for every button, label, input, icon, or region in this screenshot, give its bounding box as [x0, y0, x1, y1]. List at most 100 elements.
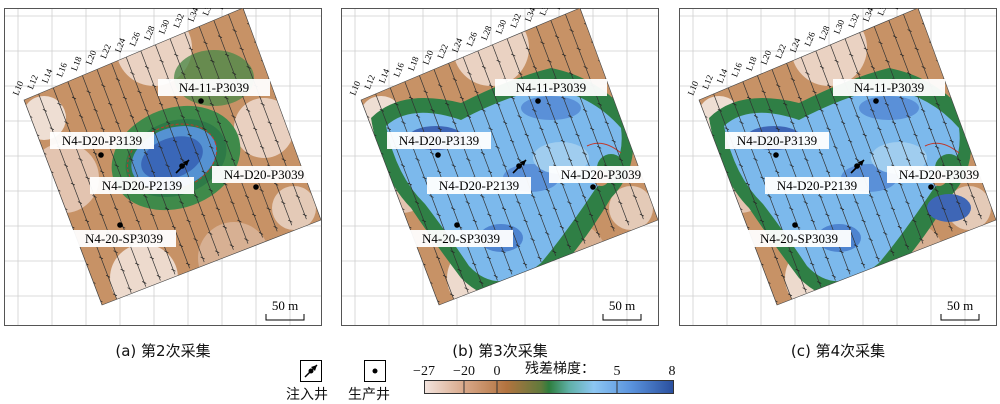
well-label: N4-20-SP3039	[747, 230, 851, 247]
survey-line-label: L28	[142, 24, 157, 42]
survey-line-label: L12	[362, 73, 377, 90]
svg-text:N4-D20-P3039: N4-D20-P3039	[899, 167, 979, 182]
map-b: L10 L12 L14 L16 L18 L20 L22 L24 L26 L28 L30 L32 L34 L…	[341, 8, 659, 326]
well-label: N4-20-SP3039	[409, 230, 513, 247]
injection-well-legend-icon	[300, 360, 322, 382]
well-label: N4-D20-P3139	[725, 132, 829, 149]
survey-line-label: L16	[54, 61, 69, 79]
survey-line-label: L18	[69, 55, 84, 73]
production-well-marker	[435, 152, 441, 158]
svg-text:N4-D20-P2139: N4-D20-P2139	[439, 178, 519, 193]
svg-text:N4-11-P3039: N4-11-P3039	[179, 80, 249, 95]
colorbar-tick-1: −20	[453, 364, 475, 379]
survey-line-label: L38	[552, 8, 567, 11]
survey-line-label: L36	[200, 8, 215, 17]
survey-line-label: L22	[435, 43, 450, 60]
well-label: N4-20-SP3039	[72, 230, 176, 247]
svg-text:N4-D20-P2139: N4-D20-P2139	[777, 178, 857, 193]
well-label: N4-D20-P3039	[212, 166, 316, 183]
colorbar	[424, 380, 674, 394]
survey-line-label: L32	[846, 12, 861, 29]
survey-line-label: L14	[715, 67, 730, 85]
well-label: N4-11-P3039	[495, 79, 607, 96]
well-label: N4-11-P3039	[158, 79, 270, 96]
well-label: N4-D20-P2139	[90, 177, 194, 194]
production-well-marker	[535, 98, 541, 104]
svg-text:N4-20-SP3039: N4-20-SP3039	[422, 231, 500, 246]
injection-well-marker	[175, 159, 190, 174]
production-well-marker	[928, 184, 934, 190]
production-well-marker	[454, 222, 460, 228]
survey-line-label: L30	[832, 18, 847, 36]
survey-line-label: L12	[700, 73, 715, 90]
well-label: N4-11-P3039	[833, 79, 945, 96]
survey-line-label: L18	[406, 55, 421, 73]
scale-bar: 50 m	[940, 298, 980, 321]
survey-line-label: L36	[875, 8, 890, 17]
production-well-marker	[792, 222, 798, 228]
well-label: N4-D20-P3039	[887, 166, 991, 183]
production-well-marker	[590, 184, 596, 190]
survey-line-label: L26	[464, 30, 479, 48]
svg-text:50 m: 50 m	[947, 298, 973, 313]
well-label: N4-D20-P3039	[549, 166, 653, 183]
gradient-field	[24, 8, 321, 305]
gradient-field	[361, 8, 658, 305]
colorbar-tick-4: 8	[668, 364, 676, 379]
survey-line-label: L10	[348, 79, 363, 97]
well-label: N4-D20-P3139	[50, 132, 154, 149]
caption-c: (c) 第4次采集	[790, 342, 886, 360]
svg-text:N4-D20-P3039: N4-D20-P3039	[561, 167, 641, 182]
survey-line-label: L14	[40, 67, 55, 85]
survey-line-label: L38	[890, 8, 905, 11]
colorbar-title: 残差梯度：	[525, 361, 595, 377]
caption-a: (a) 第2次采集	[115, 342, 211, 360]
injection-well-marker	[850, 159, 865, 174]
survey-line-label: L18	[744, 55, 759, 73]
map-a: L10 L12 L14 L16 L18 L20 L22 L24 L26 L28 L30 L32 L34 L…	[4, 8, 322, 326]
production-well-marker	[873, 98, 879, 104]
production-well-marker	[773, 152, 779, 158]
production-well-marker	[117, 222, 123, 228]
svg-text:50 m: 50 m	[609, 298, 635, 313]
caption-b: (b) 第3次采集	[452, 342, 548, 360]
survey-line-label: L30	[494, 18, 509, 36]
survey-line-label: L36	[537, 8, 552, 17]
panel-b: L10 L12 L14 L16 L18 L20 L22 L24 L26 L28 L30 L32 L34 L…	[341, 8, 659, 326]
survey-line-label: L14	[377, 67, 392, 85]
well-label: N4-D20-P2139	[765, 177, 869, 194]
production-well-marker	[198, 98, 204, 104]
injection-well-marker	[512, 159, 527, 174]
svg-text:N4-D20-P3139: N4-D20-P3139	[737, 133, 817, 148]
injection-well-legend-label: 注入井	[286, 387, 328, 403]
svg-text:50 m: 50 m	[272, 298, 298, 313]
survey-line-label: L28	[817, 24, 832, 42]
production-well-marker	[253, 184, 259, 190]
svg-text:N4-20-SP3039: N4-20-SP3039	[760, 231, 838, 246]
survey-line-label: L10	[11, 79, 26, 97]
production-well-marker	[98, 152, 104, 158]
survey-line-label: L32	[171, 12, 186, 29]
well-label: N4-D20-P3139	[387, 132, 491, 149]
svg-text:N4-D20-P2139: N4-D20-P2139	[102, 178, 182, 193]
production-well-legend-icon	[364, 360, 386, 382]
survey-line-label: L26	[127, 30, 142, 48]
survey-line-label: L12	[25, 73, 40, 90]
survey-line-label: L10	[686, 79, 701, 97]
survey-line-label: L30	[157, 18, 172, 36]
gradient-field	[699, 8, 996, 305]
survey-line-label: L32	[508, 12, 523, 29]
colorbar-tick-2: 0	[493, 364, 501, 379]
survey-line-label: L22	[98, 43, 113, 60]
panel-c: L10 L12 L14 L16 L18 L20 L22 L24 L26 L28 L30 L32 L34 L…	[679, 8, 997, 326]
survey-line-label: L28	[479, 24, 494, 42]
svg-text:N4-D20-P3039: N4-D20-P3039	[224, 167, 304, 182]
scale-bar: 50 m	[602, 298, 642, 321]
colorbar-tick-0: −27	[413, 364, 435, 379]
svg-text:N4-D20-P3139: N4-D20-P3139	[399, 133, 479, 148]
svg-text:N4-D20-P3139: N4-D20-P3139	[62, 133, 142, 148]
survey-line-label: L16	[391, 61, 406, 79]
survey-line-label: L22	[773, 43, 788, 60]
svg-text:N4-11-P3039: N4-11-P3039	[854, 80, 924, 95]
scale-bar: 50 m	[265, 298, 305, 321]
